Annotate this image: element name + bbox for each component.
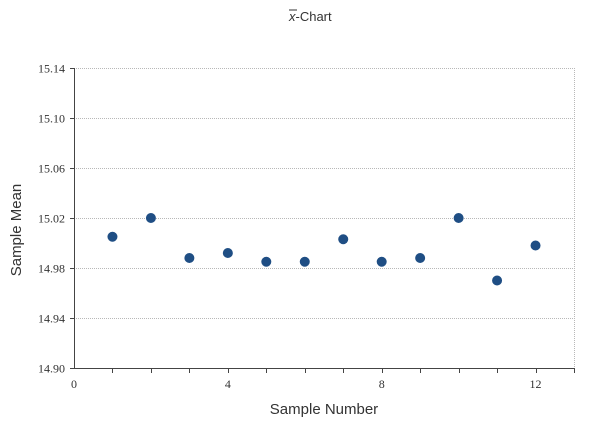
title-x-symbol: x [288, 9, 296, 24]
data-point-6 [299, 256, 310, 267]
data-point-5 [261, 256, 272, 267]
tick-labels: 14.90 14.94 14.98 15.02 15.06 15.10 15.14 0 4 8 12 [38, 62, 542, 392]
data-points [107, 213, 541, 286]
x-tick-label-3: 12 [530, 377, 542, 391]
data-point-10 [453, 213, 464, 223]
data-point-11 [492, 275, 503, 286]
x-axis-label: Sample Number [270, 401, 378, 418]
y-tick-label-4: 15.06 [38, 162, 65, 176]
x-tick-label-2: 8 [379, 377, 385, 391]
data-point-7 [338, 234, 349, 245]
y-tick-label-6: 15.14 [38, 62, 65, 76]
grid [74, 68, 575, 368]
x-tick-label-0: 0 [71, 377, 77, 391]
y-tick-label-1: 14.94 [38, 312, 65, 326]
data-point-1 [107, 231, 118, 242]
data-point-3 [184, 253, 195, 263]
title-text: -Chart [296, 9, 333, 24]
y-tick-label-3: 15.02 [38, 212, 65, 226]
y-tick-label-2: 14.98 [38, 262, 65, 276]
chart-title: x-Chart [288, 9, 332, 24]
y-tick-label-0: 14.90 [38, 362, 65, 376]
data-point-9 [415, 253, 426, 263]
data-point-12 [530, 240, 541, 251]
data-point-4 [222, 248, 233, 258]
data-point-2 [145, 213, 156, 223]
y-axis-label: Sample Mean [8, 184, 25, 277]
axes [70, 68, 575, 373]
x-tick-label-1: 4 [225, 377, 231, 391]
data-point-8 [376, 256, 387, 267]
y-tick-label-5: 15.10 [38, 112, 65, 126]
svg-text:x-Chart: x-Chart [288, 9, 332, 24]
